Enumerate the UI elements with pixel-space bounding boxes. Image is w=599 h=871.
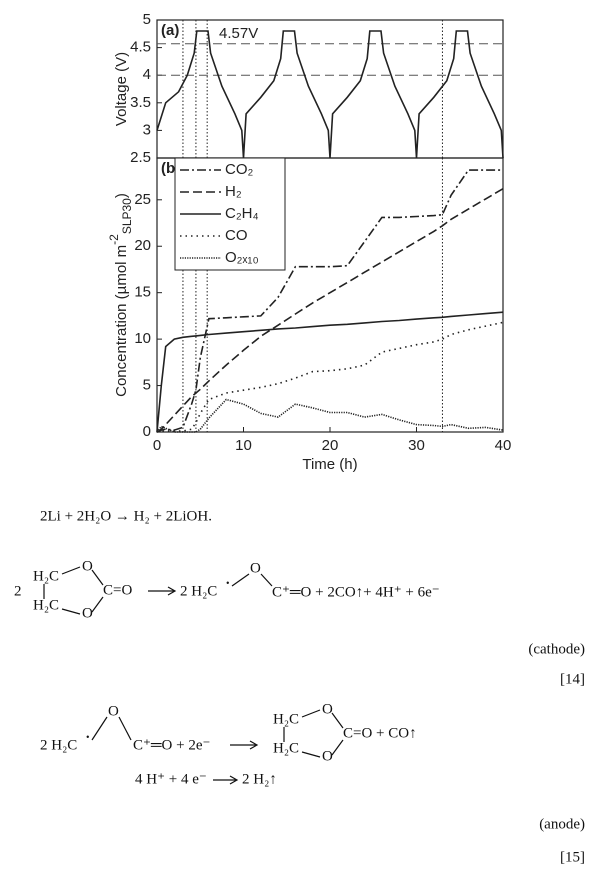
legend-label: H₂ <box>225 183 242 200</box>
series-line <box>156 311 504 433</box>
y-tick-label: 0 <box>143 423 151 440</box>
y-axis-label: Concentration (µmol m-2SLP30) <box>107 193 134 397</box>
bond <box>91 596 104 613</box>
y-tick-label: 5 <box>143 377 151 394</box>
radical-dot: • <box>86 732 90 743</box>
arrow <box>213 775 239 785</box>
x-tick-label: 30 <box>408 437 425 454</box>
label: (cathode) <box>528 641 585 657</box>
panel-label: (a) <box>161 22 179 39</box>
atom: C=O <box>103 582 132 598</box>
atom: O <box>82 558 93 574</box>
atom: H₂C <box>273 740 299 756</box>
series-line <box>156 30 504 159</box>
x-axis-label: Time (h) <box>302 456 357 473</box>
bond <box>231 573 250 587</box>
x-tick-label: 10 <box>235 437 252 454</box>
y-tick-label: 3 <box>143 121 151 138</box>
reactants: C⁺═O + 2e⁻ <box>133 737 210 753</box>
products: C=O + CO↑ <box>343 725 417 741</box>
y-tick-label: 25 <box>134 191 151 208</box>
legend-label: CO₂ <box>225 161 254 178</box>
y-tick-label: 20 <box>134 237 151 254</box>
y-tick-label: 15 <box>134 284 151 301</box>
charts: 2.5 3 3.5 4 4.5 5 4.57V (a) Voltage (V) 0 5 10 15 20 2… <box>107 11 511 473</box>
x-tick-label: 20 <box>322 437 339 454</box>
atom: O <box>82 605 93 621</box>
label-part: ) <box>113 193 130 198</box>
series-line <box>156 169 503 433</box>
series-line <box>156 321 504 433</box>
arrow <box>148 586 177 596</box>
series-line <box>156 188 504 433</box>
atom: H₂C <box>33 597 59 613</box>
atom: O <box>322 748 333 764</box>
y-tick-label: 2.5 <box>130 149 151 166</box>
legend-label: C₂H₄ <box>225 205 259 222</box>
atom: H₂C <box>273 711 299 727</box>
bond <box>91 569 104 586</box>
bond <box>301 751 321 758</box>
coefficient: 2 <box>14 583 22 599</box>
reactants: 4 H⁺ + 4 e⁻ <box>135 771 207 787</box>
label-sub: SLP30 <box>120 198 134 234</box>
x-tick-label: 0 <box>153 437 161 454</box>
bond <box>118 716 132 741</box>
atom: O <box>322 701 333 717</box>
y-tick-label: 5 <box>143 11 151 28</box>
label-sup: -2 <box>107 234 121 245</box>
reaction: 2Li + 2H₂O → H₂ + 2LiOH. <box>40 508 212 524</box>
reference: [14] <box>560 671 585 687</box>
y-axis-label: Voltage (V) <box>113 52 130 126</box>
radical-dot: • <box>226 578 230 589</box>
products: 2 H₂↑ <box>242 771 277 787</box>
bond <box>61 608 81 615</box>
y-tick-label: 4.5 <box>130 39 151 56</box>
label-part: Concentration (µmol m <box>113 245 130 397</box>
atom: O <box>250 560 261 576</box>
radical-fragment: 2 H₂C <box>180 583 217 599</box>
y-tick-label: 3.5 <box>130 94 151 111</box>
legend-label: O₂ₓ₁₀ <box>225 249 259 266</box>
products: C⁺═O + 2CO↑+ 4H⁺ + 6e⁻ <box>272 584 440 600</box>
bond <box>91 716 108 741</box>
label: (anode) <box>539 816 585 832</box>
equations: 2Li + 2H₂O → H₂ + 2LiOH. 2 H₂C O H₂C O C… <box>14 508 585 865</box>
atom: H₂C <box>33 568 59 584</box>
bond <box>61 566 81 575</box>
y-tick-label: 4 <box>143 66 151 83</box>
bond <box>331 712 344 729</box>
series-line <box>156 398 504 433</box>
arrow <box>230 740 259 750</box>
radical-fragment: 2 H₂C <box>40 737 77 753</box>
atom: O <box>108 703 119 719</box>
legend-label: CO <box>225 227 248 244</box>
bond <box>260 573 273 587</box>
reference: [15] <box>560 849 585 865</box>
bond <box>301 709 321 718</box>
bond <box>331 739 344 756</box>
annotation: 4.57V <box>219 25 258 42</box>
x-tick-label: 40 <box>495 437 512 454</box>
y-tick-label: 10 <box>134 330 151 347</box>
